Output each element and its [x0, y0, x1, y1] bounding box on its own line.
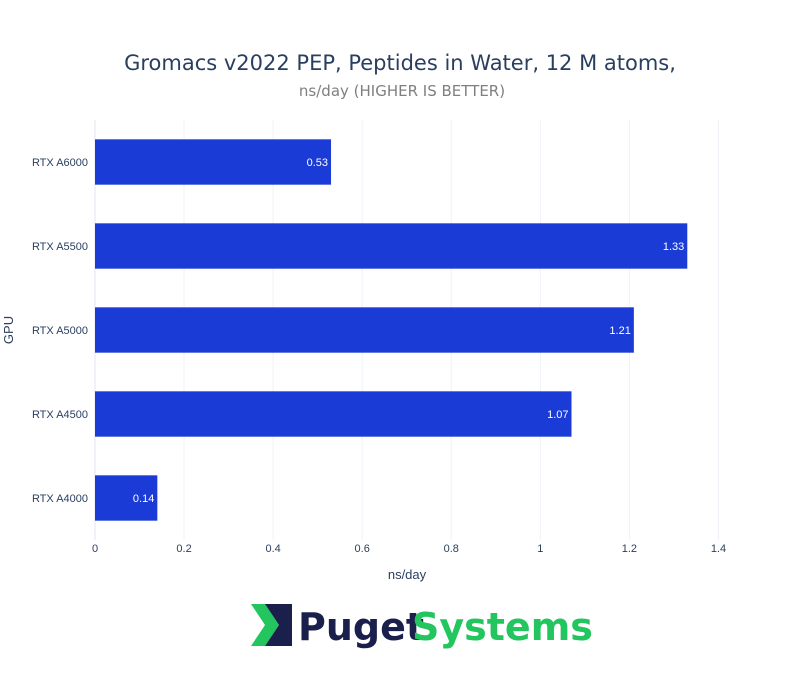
logo-word-puget: Puget [298, 605, 424, 649]
y-tick-labels: RTX A6000 RTX A5500 RTX A5000 RTX A4500 RTX … [32, 157, 88, 505]
x-tick-label: 0.4 [265, 543, 280, 555]
bar-value-label: 0.53 [307, 157, 328, 169]
x-tick-label: 0.8 [444, 543, 459, 555]
bar-value-label: 0.14 [133, 493, 154, 505]
puget-systems-logo: Puget Systems [251, 604, 593, 649]
bar-value-label: 1.21 [609, 325, 630, 337]
x-tick-label: 1.2 [622, 543, 637, 555]
x-axis-title: ns/day [388, 567, 427, 582]
bar [95, 139, 332, 185]
x-tick-labels: 0 0.2 0.4 0.6 0.8 1 1.2 1.4 [92, 543, 726, 555]
chevron-logo-icon [251, 604, 292, 646]
bars: 0.53 1.33 1.21 1.07 0.14 [95, 139, 688, 521]
x-tick-label: 1.4 [711, 543, 726, 555]
x-tick-label: 0 [92, 543, 98, 555]
x-tick-label: 0.6 [355, 543, 370, 555]
y-tick-label: RTX A5500 [32, 241, 88, 253]
chart-subtitle: ns/day (HIGHER IS BETTER) [299, 82, 505, 100]
y-tick-label: RTX A4500 [32, 409, 88, 421]
bar [95, 307, 634, 353]
bar-value-label: 1.33 [663, 241, 684, 253]
chart-title: Gromacs v2022 PEP, Peptides in Water, 12… [124, 51, 676, 75]
bar-value-label: 1.07 [547, 409, 568, 421]
x-tick-label: 0.2 [176, 543, 191, 555]
logo-word-systems: Systems [412, 605, 593, 649]
bar [95, 223, 688, 269]
y-tick-label: RTX A4000 [32, 493, 88, 505]
y-tick-label: RTX A6000 [32, 157, 88, 169]
x-tick-label: 1 [537, 543, 543, 555]
y-axis-title: GPU [1, 316, 16, 344]
bar [95, 475, 158, 521]
bar [95, 391, 572, 437]
y-tick-label: RTX A5000 [32, 325, 88, 337]
